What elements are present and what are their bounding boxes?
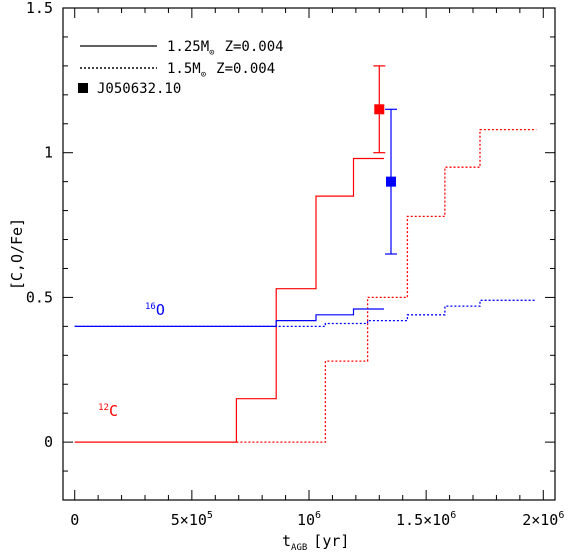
series-o-solid (74, 308, 384, 327)
x-tick-label-mantissa: 1.5×10 (396, 511, 450, 529)
legend-mass-solid: 1.25M (167, 39, 209, 55)
x-tick-label-exponent: 6 (558, 510, 564, 521)
x-axis-title-sub: AGB (291, 543, 307, 553)
legend-label-observation: J050632.10 (97, 81, 181, 97)
y-axis-title: [C,O/Fe] (8, 218, 26, 290)
series-c-solid (74, 157, 384, 443)
annotation-layer: 12C 16O (98, 301, 165, 420)
x-tick-label-mantissa: 2×10 (522, 511, 558, 529)
legend-sun-dotted: ⊙ (201, 70, 206, 80)
legend-label-dotted: 1.5M⊙ Z=0.004 (167, 61, 275, 80)
y-tick-label: 1 (44, 144, 53, 162)
x-tick-label-mantissa: 10 (297, 511, 315, 529)
x-axis-title-unit: [yr] (313, 532, 349, 550)
legend-z-solid: Z=0.004 (225, 39, 284, 55)
axis-ticks (63, 7, 555, 501)
y-tick-label: 1.5 (26, 0, 53, 17)
isotope-mass: 16 (145, 302, 156, 312)
isotope-mass: 12 (98, 403, 109, 413)
x-tick-label: 5×105 (171, 510, 213, 529)
legend-sun-solid: ⊙ (209, 48, 214, 58)
x-tick-label-exponent: 5 (207, 510, 213, 521)
isotope-element: O (156, 301, 165, 319)
observation-point-c (373, 65, 386, 154)
x-tick-label-exponent: 6 (450, 510, 456, 521)
x-tick-label-mantissa: 5×10 (171, 511, 207, 529)
x-axis-title: tAGB [yr] (282, 532, 349, 553)
y-tick-label: 0.5 (26, 288, 53, 306)
isotope-label-o: 16O (145, 301, 165, 319)
x-tick-label-exponent: 6 (315, 510, 321, 521)
legend: 1.25M⊙ Z=0.004 1.5M⊙ Z=0.004 J050632.10 (78, 39, 284, 97)
x-tick-label: 0 (70, 511, 79, 529)
legend-label-solid: 1.25M⊙ Z=0.004 (167, 39, 284, 58)
legend-z-dotted: Z=0.004 (216, 61, 275, 77)
x-tick-label: 106 (297, 510, 321, 529)
observation-marker (374, 104, 385, 115)
series-o-dotted (74, 299, 537, 328)
x-tick-label-mantissa: 0 (70, 511, 79, 529)
observation-marker (386, 176, 396, 187)
isotope-element: C (109, 402, 118, 420)
isotope-label-c: 12C (98, 402, 118, 420)
legend-marker-square (78, 83, 88, 93)
x-tick-label: 1.5×106 (396, 510, 456, 529)
x-axis-title-main: t (282, 532, 291, 550)
observation-layer (373, 65, 397, 255)
observation-point-o (385, 108, 397, 255)
series-c-dotted (236, 128, 537, 443)
x-tick-label: 2×106 (522, 510, 564, 529)
y-tick-label: 0 (44, 433, 53, 451)
legend-mass-dotted: 1.5M (167, 61, 201, 77)
series-layer (74, 128, 537, 443)
